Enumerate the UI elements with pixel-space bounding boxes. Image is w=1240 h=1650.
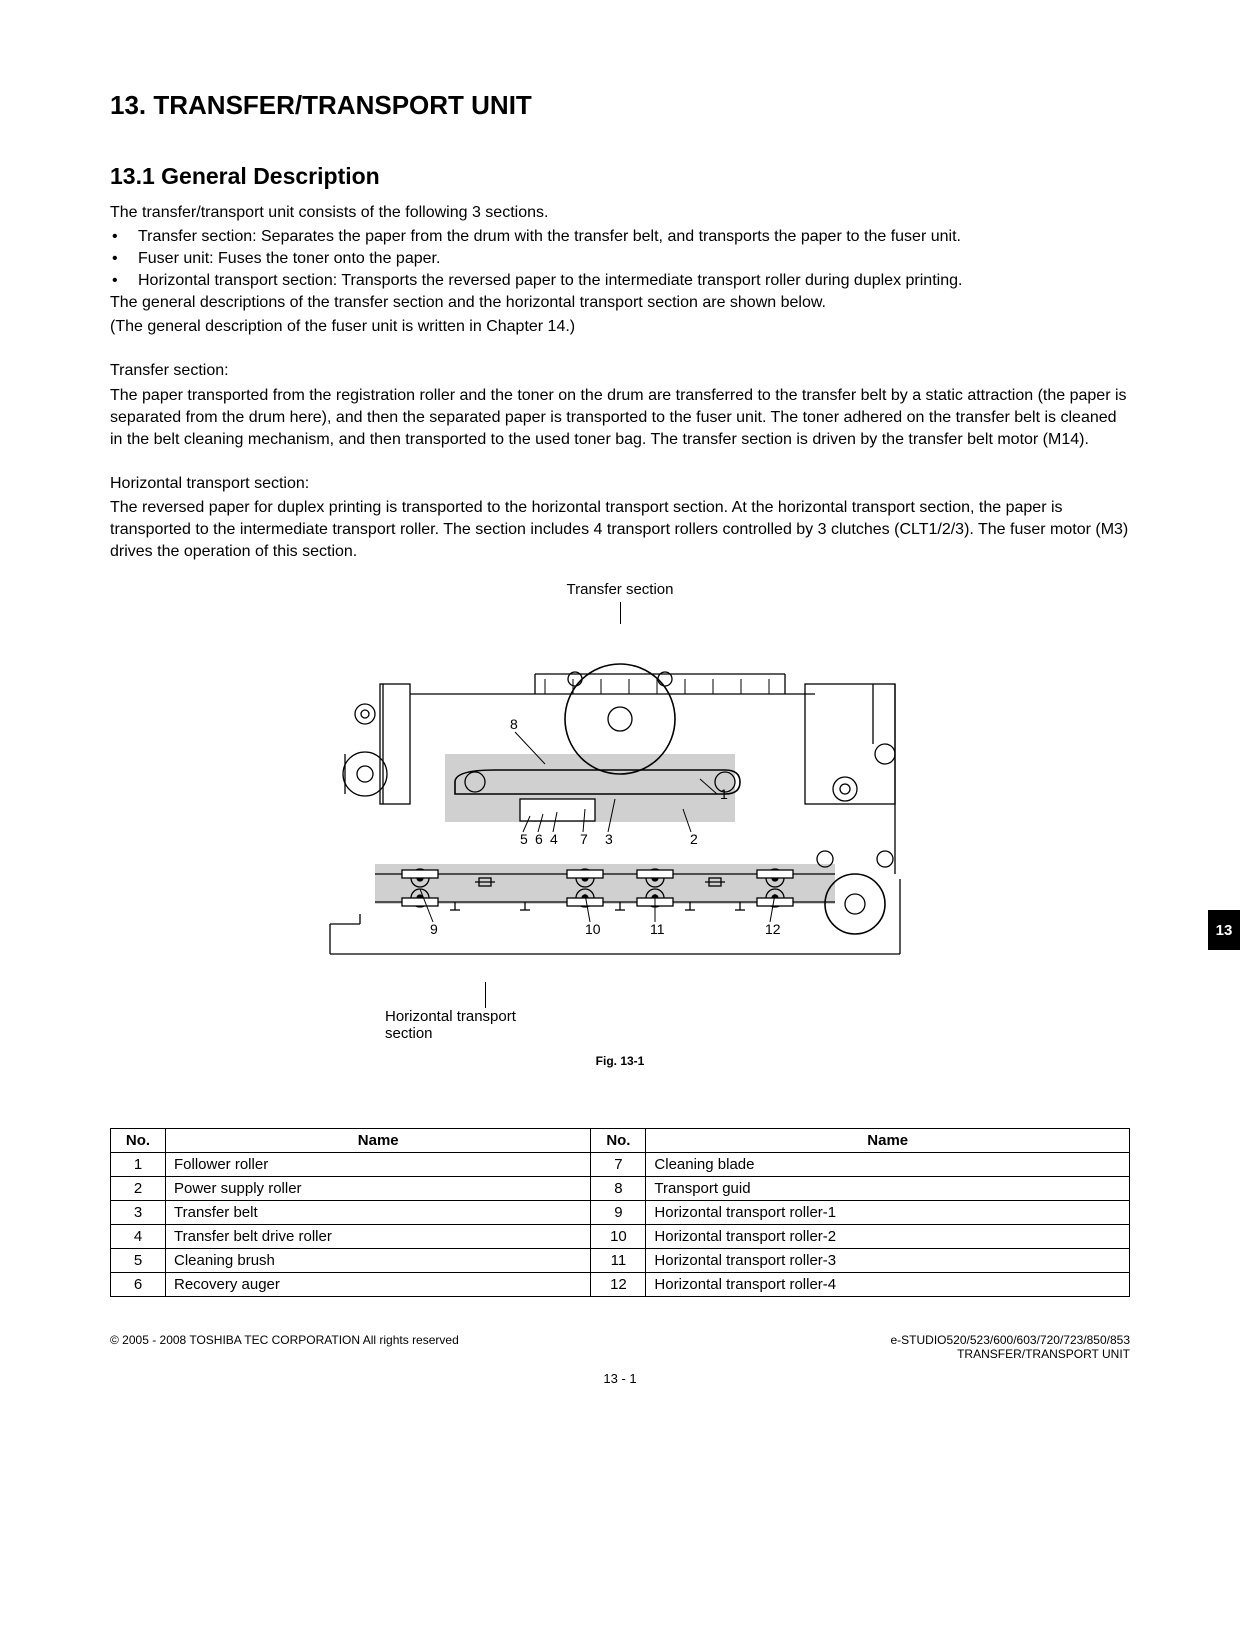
svg-text:8: 8 (510, 716, 518, 732)
th-name: Name (166, 1129, 591, 1153)
bullet-item: •Fuser unit: Fuses the toner onto the pa… (110, 248, 1130, 270)
subsection-body: The paper transported from the registrat… (110, 385, 1130, 451)
th-no: No. (111, 1129, 166, 1153)
table-cell: Recovery auger (166, 1273, 591, 1297)
table-cell: Power supply roller (166, 1177, 591, 1201)
body-text: (The general description of the fuser un… (110, 316, 1130, 338)
table-cell: Cleaning blade (646, 1153, 1130, 1177)
subsection-title: Transfer section: (110, 360, 1130, 382)
chapter-tab: 13 (1208, 910, 1240, 950)
table-cell: Transport guid (646, 1177, 1130, 1201)
svg-text:4: 4 (550, 831, 558, 847)
bullet-text: Fuser unit: Fuses the toner onto the pap… (138, 248, 440, 270)
svg-text:11: 11 (650, 921, 665, 937)
svg-text:9: 9 (430, 921, 438, 937)
svg-text:3: 3 (605, 831, 613, 847)
svg-text:10: 10 (585, 921, 601, 937)
table-cell: 10 (591, 1225, 646, 1249)
table-cell: Follower roller (166, 1153, 591, 1177)
table-cell: Horizontal transport roller-3 (646, 1249, 1130, 1273)
bullet-item: •Transfer section: Separates the paper f… (110, 226, 1130, 248)
bullet-item: •Horizontal transport section: Transport… (110, 270, 1130, 292)
table-cell: 4 (111, 1225, 166, 1249)
th-name: Name (646, 1129, 1130, 1153)
svg-text:6: 6 (535, 831, 543, 847)
svg-text:5: 5 (520, 831, 528, 847)
table-cell: 9 (591, 1201, 646, 1225)
table-cell: Cleaning brush (166, 1249, 591, 1273)
table-cell: Transfer belt drive roller (166, 1225, 591, 1249)
figure-caption: Fig. 13-1 (596, 1054, 645, 1068)
unit-name: TRANSFER/TRANSPORT UNIT (890, 1347, 1130, 1361)
table-cell: Horizontal transport roller-1 (646, 1201, 1130, 1225)
copyright: © 2005 - 2008 TOSHIBA TEC CORPORATION Al… (110, 1333, 459, 1361)
table-cell: 1 (111, 1153, 166, 1177)
model-info: e-STUDIO520/523/600/603/720/723/850/853 (890, 1333, 1130, 1347)
table-cell: Horizontal transport roller-2 (646, 1225, 1130, 1249)
table-cell: 6 (111, 1273, 166, 1297)
bullet-text: Horizontal transport section: Transports… (138, 270, 962, 292)
mechanism-diagram: 8 564 7 3 2 1 9 10 11 12 (285, 624, 955, 1004)
page-footer: © 2005 - 2008 TOSHIBA TEC CORPORATION Al… (110, 1333, 1130, 1361)
page-number: 13 - 1 (110, 1371, 1130, 1386)
subsection-title: Horizontal transport section: (110, 473, 1130, 495)
bullet-text: Transfer section: Separates the paper fr… (138, 226, 961, 248)
intro-text: The transfer/transport unit consists of … (110, 202, 1130, 224)
table-cell: 12 (591, 1273, 646, 1297)
table-cell: 11 (591, 1249, 646, 1273)
section-title: 13.1 General Description (110, 163, 1130, 190)
table-cell: 8 (591, 1177, 646, 1201)
chapter-title: 13. TRANSFER/TRANSPORT UNIT (110, 90, 1130, 121)
parts-table: No. Name No. Name 1Follower roller7Clean… (110, 1128, 1130, 1297)
svg-text:1: 1 (720, 786, 728, 802)
subsection-body: The reversed paper for duplex printing i… (110, 497, 1130, 563)
th-no: No. (591, 1129, 646, 1153)
svg-text:7: 7 (580, 831, 588, 847)
table-cell: Transfer belt (166, 1201, 591, 1225)
table-cell: 7 (591, 1153, 646, 1177)
svg-text:12: 12 (765, 921, 781, 937)
table-cell: 3 (111, 1201, 166, 1225)
svg-text:2: 2 (690, 831, 698, 847)
diagram-label-bottom: Horizontal transportsection (285, 1008, 955, 1042)
table-cell: 2 (111, 1177, 166, 1201)
body-text: The general descriptions of the transfer… (110, 292, 1130, 314)
figure: Transfer section 8 564 7 3 2 1 9 10 11 12 Horizon… (110, 581, 1130, 1098)
table-cell: 5 (111, 1249, 166, 1273)
table-cell: Horizontal transport roller-4 (646, 1273, 1130, 1297)
diagram-label-top: Transfer section (285, 581, 955, 598)
